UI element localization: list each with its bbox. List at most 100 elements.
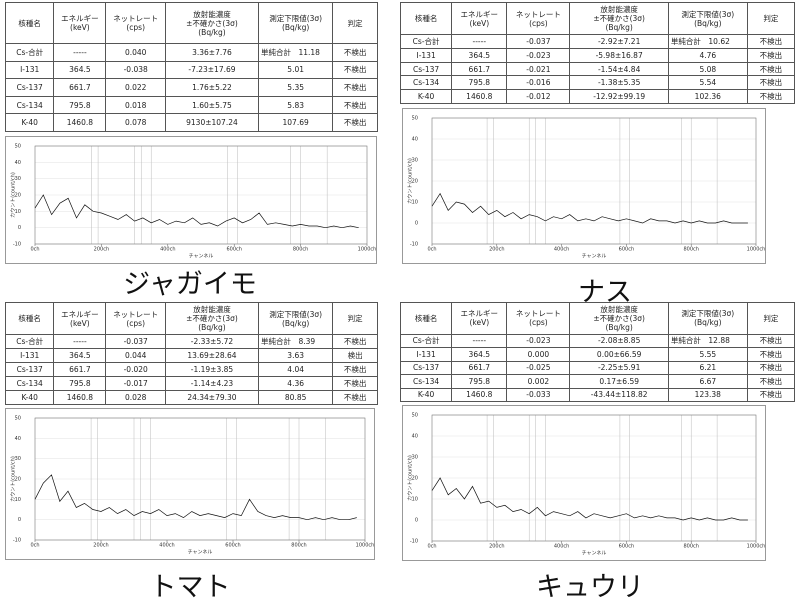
table-cell: K-40 [399,89,453,104]
table-cell: ----- [451,34,508,49]
sample-label: ジャガイモ [123,269,257,300]
header-cell: ネットレート (cps) [105,1,166,45]
table-cell: -0.037 [506,34,571,49]
header-text: 放射能濃度 [193,9,231,19]
y-axis-label: カウント(count/ch) [407,455,414,501]
table-cell: Cs-合計 [399,34,453,49]
header-cell: 測定下限値(3σ) (Bq/kg) [667,302,748,335]
table-cell: 80.85 [257,390,334,405]
x-tick-label: 1000ch [358,247,377,253]
result-table: 核種名 エネルギー (keV) ネットレート (cps) 放射能濃度 ±不確かさ(3σ) (B… [399,302,796,402]
plot-frame [431,117,757,245]
header-cell: 放射能濃度 ±不確かさ(3σ) (Bq/kg) [164,301,259,336]
header-cell: 判定 [332,301,378,336]
table-row: K-40 1460.8 -0.012 -12.92±99.19 102.36 不検出 [399,89,796,104]
table-cell: K-40 [4,390,55,405]
x-tick-label: 800ch [683,247,698,253]
table-cell: 0.018 [105,95,166,115]
header-cell: 核種名 [399,302,453,335]
y-tick-label: -10 [13,242,21,248]
x-tick-label: 800ch [293,247,308,253]
y-tick-label: 40 [15,160,21,166]
header-text: 放射能濃度 [600,5,638,15]
table-cell: K-40 [4,113,55,132]
table-cell: 795.8 [451,374,508,389]
header-cell: 放射能濃度 ±不確かさ(3σ) (Bq/kg) [164,1,259,45]
table-cell: 6.67 [667,374,748,389]
table-cell: 単純合計 8.39 [257,334,334,350]
header-text: 測定下限値(3σ) [681,9,735,19]
table-cell: 不検出 [332,362,378,378]
header-text: 測定下限値(3σ) [681,309,735,319]
table-cell: Cs-合計 [4,334,55,350]
header-cell: 放射能濃度 ±不確かさ(3σ) (Bq/kg) [569,302,669,335]
result-table: 核種名 エネルギー (keV) ネットレート (cps) 放射能濃度 ±不確かさ(3σ) (B… [4,1,378,132]
table-row: Cs-合計 ----- -0.037 -2.33±5.72 単純合計 8.39 不検出 [4,334,378,350]
table-cell: Cs-134 [399,374,453,389]
x-tick-label: 200ch [93,543,108,549]
table-cell: 13.69±28.64 [164,348,259,364]
y-tick-label: 0 [415,518,418,524]
table-cell: 不検出 [332,43,378,62]
table-cell: -0.020 [105,362,166,378]
table-cell: 単純合計 12.88 [667,333,748,348]
x-tick-label: 600ch [226,247,241,253]
table-cell: -0.025 [506,360,571,375]
header-text: ±不確かさ(3σ) [186,18,238,28]
y-tick-label: 30 [412,158,418,164]
table-cell: -1.38±5.35 [569,75,669,91]
table-row: Cs-134 795.8 0.002 0.17±6.59 6.67 不検出 [399,374,796,389]
header-cell: ネットレート (cps) [506,1,571,36]
table-cell: 不検出 [332,390,378,405]
header-text: ネットレート [113,309,159,319]
table-row: K-40 1460.8 0.028 24.34±79.30 80.85 不検出 [4,390,378,405]
table-cell: 795.8 [53,376,107,392]
table-row: Cs-137 661.7 -0.021 -1.54±4.84 5.08 不検出 [399,61,796,77]
header-cell: 測定下限値(3σ) (Bq/kg) [257,301,334,336]
table-cell: 5.08 [667,61,748,77]
x-tick-label: 600ch [619,544,634,550]
header-text: (Bq/kg) [281,318,310,328]
header-text: (Bq/kg) [605,322,633,332]
y-tick-label: -10 [410,242,418,248]
spectrum-chart: -10 0 10 20 30 40 50 0ch 200ch 400ch 600ch 800ch 100… [402,108,766,264]
x-axis-label: チャンネル [582,254,607,260]
chart-border [5,408,375,560]
result-table: 核種名 エネルギー (keV) ネットレート (cps) 放射能濃度 ±不確かさ(3σ) (B… [4,301,378,405]
table-cell: 0.022 [105,78,166,97]
y-tick-label: 50 [15,416,21,422]
header-text: 測定下限値(3σ) [269,14,323,24]
y-tick-label: 0 [18,225,21,231]
y-tick-label: 20 [15,193,21,199]
table-cell: 不検出 [332,376,378,392]
y-tick-label: 30 [15,176,21,182]
x-tick-label: 0ch [427,247,436,253]
table-cell: 5.01 [257,60,334,80]
y-tick-label: 10 [15,497,21,503]
table-row: K-40 1460.8 -0.033 -43.44±118.82 123.38 不検出 [399,387,796,402]
table-cell: Cs-137 [399,61,453,77]
table-cell: 4.36 [257,376,334,392]
header-text: (cps) [126,318,146,328]
header-text: 核種名 [18,18,41,28]
sample-label: キュウリ [536,572,644,603]
header-cell: 核種名 [4,1,55,45]
table-cell: 1460.8 [53,113,107,132]
table-cell: 不検出 [746,360,796,375]
x-tick-label: 0ch [427,544,436,550]
table-cell: 6.21 [667,360,748,375]
header-text: (Bq/kg) [198,323,226,333]
table-cell: 364.5 [53,60,107,80]
table-cell: K-40 [399,387,453,402]
x-tick-label: 200ch [94,247,109,253]
table-cell: 1460.8 [451,89,508,104]
header-row: 核種名 エネルギー (keV) ネットレート (cps) 放射能濃度 ±不確かさ(3σ) (B… [4,1,378,45]
table-cell: Cs-134 [399,75,453,91]
header-text: ±不確かさ(3σ) [593,14,645,24]
x-axis-label: チャンネル [582,551,607,557]
table-cell: Cs-合計 [4,43,55,62]
y-tick-label: -10 [13,538,21,544]
table-cell: 不検出 [332,60,378,80]
table-cell: 5.35 [257,78,334,97]
